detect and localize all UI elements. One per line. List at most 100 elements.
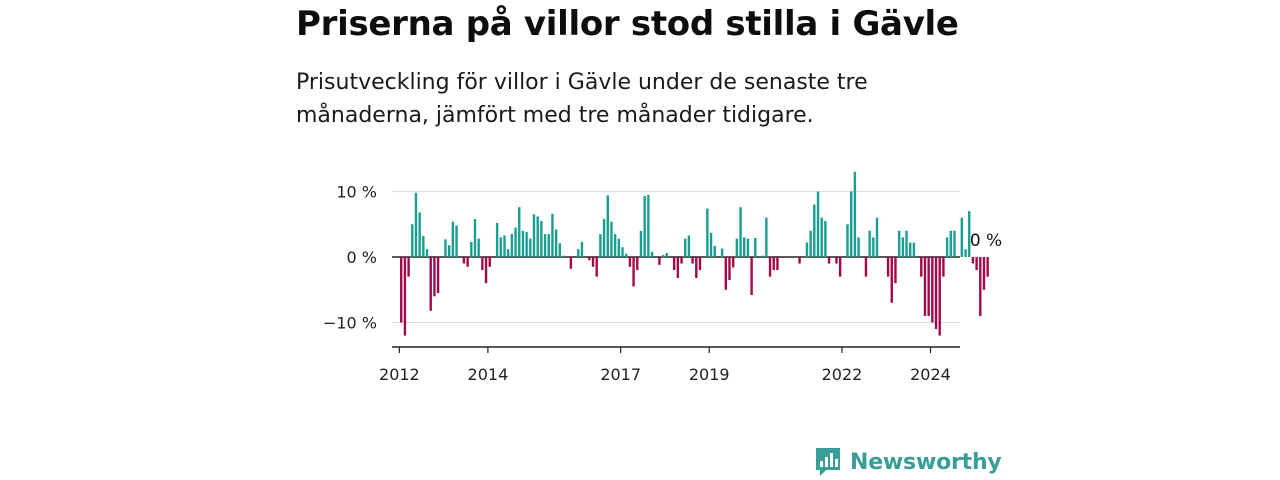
gridlines [392, 190, 960, 324]
bar [864, 257, 868, 277]
newsworthy-logo-text: Newsworthy [850, 449, 1002, 475]
bar [444, 239, 447, 257]
bar [816, 191, 820, 257]
bar [569, 257, 573, 269]
bar [551, 213, 554, 257]
bar [765, 217, 768, 257]
bar [418, 212, 421, 257]
bar [495, 222, 499, 257]
bar [960, 217, 964, 257]
bar [923, 257, 927, 316]
bar [838, 257, 842, 277]
bar [846, 224, 849, 257]
bar [849, 191, 853, 257]
chart-subtitle: Prisutveckling för villor i Gävle under … [296, 70, 868, 128]
bar [407, 257, 410, 277]
x-tick-label: 2022 [822, 365, 863, 384]
x-tick-label: 2024 [910, 365, 951, 384]
bar [706, 208, 709, 257]
bar [499, 237, 503, 257]
bar [447, 245, 451, 257]
bar [964, 249, 967, 257]
bar [979, 257, 982, 316]
bar [875, 217, 879, 257]
bar [805, 242, 809, 257]
bar [540, 220, 543, 257]
y-tick-label: 0 % [347, 248, 377, 267]
bar [665, 253, 668, 257]
bar [968, 211, 971, 257]
bar [525, 232, 528, 257]
x-tick-label: 2017 [600, 365, 641, 384]
bar [934, 257, 938, 330]
x-tick-label: 2014 [468, 365, 509, 384]
y-tick-label: 10 % [336, 183, 377, 202]
bar [750, 257, 753, 295]
bar [602, 219, 606, 257]
bar [691, 257, 694, 264]
bar [886, 257, 890, 277]
bar [971, 257, 975, 264]
bar [909, 242, 912, 257]
bar [724, 257, 727, 290]
bar [776, 257, 779, 271]
bar [813, 204, 816, 257]
bar [543, 234, 547, 257]
bar [986, 257, 989, 277]
bar [713, 245, 716, 257]
bar [698, 257, 702, 271]
bar [720, 248, 724, 258]
bar [684, 238, 687, 257]
tick-labels: 10 % 0 % −10 % 2012 2014 2017 2019 2022 2024 0 % [323, 183, 1002, 385]
bar [473, 219, 477, 257]
bar [503, 235, 506, 257]
bar [606, 195, 609, 257]
bar [687, 235, 691, 257]
bar [772, 257, 775, 271]
bar [949, 230, 952, 257]
bar [518, 207, 521, 257]
bar [658, 257, 661, 265]
y-tick-label: −10 % [323, 314, 377, 333]
bar [743, 237, 746, 257]
bar [798, 257, 801, 264]
bar [639, 230, 643, 257]
bar [400, 257, 403, 323]
bar [554, 229, 558, 257]
bar [820, 217, 823, 257]
bar [953, 230, 956, 257]
bar [709, 232, 713, 257]
bar [676, 257, 680, 278]
bar [536, 216, 539, 257]
bar [628, 257, 632, 267]
bar [613, 234, 617, 257]
bar [942, 257, 945, 277]
bar [920, 257, 923, 277]
bar [827, 257, 831, 264]
bar [547, 234, 550, 257]
bar [422, 236, 425, 257]
bar [897, 230, 901, 257]
bar [643, 196, 646, 257]
bar [599, 234, 602, 257]
bar [632, 257, 635, 287]
bar [853, 171, 857, 257]
bar [735, 238, 739, 257]
bar [905, 230, 908, 257]
bar [931, 257, 934, 323]
bar [901, 237, 905, 257]
newsworthy-logo[interactable]: Newsworthy [814, 446, 1002, 478]
bar [982, 257, 986, 290]
bar [510, 234, 514, 257]
bar [728, 257, 731, 280]
bars [400, 171, 989, 336]
bar [591, 257, 595, 267]
bar [945, 237, 949, 257]
bar [436, 257, 440, 294]
bar [429, 257, 432, 311]
bar [532, 214, 536, 257]
bar [975, 257, 978, 271]
bar [754, 238, 757, 257]
bar [451, 221, 455, 257]
bar [857, 237, 860, 257]
